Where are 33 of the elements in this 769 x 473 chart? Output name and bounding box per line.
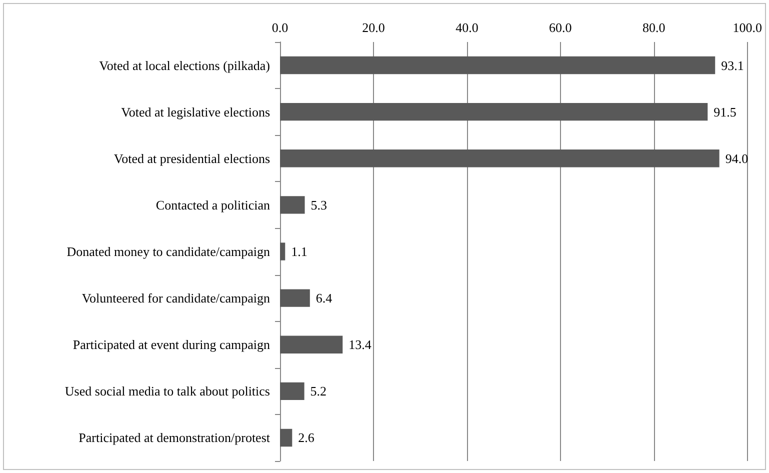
data-label: 6.4 bbox=[316, 290, 333, 306]
bar bbox=[280, 336, 343, 354]
bar bbox=[280, 150, 720, 168]
data-label: 2.6 bbox=[298, 430, 315, 446]
data-label: 1.1 bbox=[291, 244, 308, 259]
y-tick-label: Donated money to candidate/campaign bbox=[66, 244, 270, 259]
y-tick-label: Voted at legislative elections bbox=[121, 104, 270, 120]
bar bbox=[280, 102, 708, 121]
data-label: 13.4 bbox=[348, 337, 372, 352]
y-tick-label: Participated at event during campaign bbox=[72, 337, 270, 352]
bar bbox=[280, 382, 304, 400]
x-tick-label: 0.0 bbox=[272, 20, 288, 35]
x-tick-label: 40.0 bbox=[456, 20, 478, 35]
y-tick-label: Participated at demonstration/protest bbox=[78, 430, 270, 446]
y-tick-label: Volunteered for candidate/campaign bbox=[82, 290, 270, 306]
y-tick-label: Contacted a politician bbox=[156, 197, 270, 212]
x-tick-label: 20.0 bbox=[362, 20, 385, 35]
bar bbox=[280, 196, 305, 214]
data-label: 5.3 bbox=[310, 197, 328, 212]
x-tick-label: 60.0 bbox=[549, 20, 572, 35]
y-tick-label: Voted at local elections (pilkada) bbox=[99, 58, 270, 73]
bar bbox=[280, 56, 716, 74]
x-tick-label: 100.0 bbox=[732, 20, 762, 35]
data-label: 94.0 bbox=[725, 150, 748, 166]
data-label: 91.5 bbox=[714, 104, 736, 120]
data-label: 5.2 bbox=[310, 384, 327, 399]
y-tick-label: Used social media to talk about politics bbox=[64, 384, 270, 399]
bar bbox=[280, 428, 292, 447]
data-label: 93.1 bbox=[721, 58, 744, 73]
bar bbox=[280, 242, 286, 260]
x-tick-label: 80.0 bbox=[642, 20, 666, 35]
bar bbox=[280, 289, 310, 307]
y-tick-label: Voted at presidential elections bbox=[114, 150, 270, 166]
